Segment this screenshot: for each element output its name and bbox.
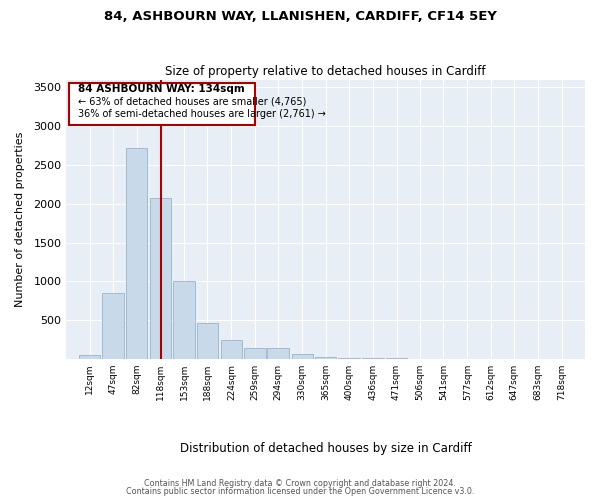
Bar xyxy=(315,357,337,359)
Bar xyxy=(150,198,172,359)
Bar xyxy=(221,340,242,359)
Title: Size of property relative to detached houses in Cardiff: Size of property relative to detached ho… xyxy=(166,66,486,78)
Text: 84 ASHBOURN WAY: 134sqm: 84 ASHBOURN WAY: 134sqm xyxy=(78,84,245,94)
Bar xyxy=(268,348,289,359)
Bar xyxy=(79,355,100,359)
Text: Contains public sector information licensed under the Open Government Licence v3: Contains public sector information licen… xyxy=(126,487,474,496)
Text: ← 63% of detached houses are smaller (4,765): ← 63% of detached houses are smaller (4,… xyxy=(78,96,307,106)
FancyBboxPatch shape xyxy=(68,83,255,124)
Bar xyxy=(103,293,124,359)
Bar xyxy=(126,148,147,359)
Bar xyxy=(244,348,266,359)
X-axis label: Distribution of detached houses by size in Cardiff: Distribution of detached houses by size … xyxy=(180,442,472,455)
Text: Contains HM Land Registry data © Crown copyright and database right 2024.: Contains HM Land Registry data © Crown c… xyxy=(144,478,456,488)
Bar xyxy=(197,324,218,359)
Bar xyxy=(362,358,384,359)
Text: 36% of semi-detached houses are larger (2,761) →: 36% of semi-detached houses are larger (… xyxy=(78,109,326,119)
Y-axis label: Number of detached properties: Number of detached properties xyxy=(15,132,25,307)
Bar xyxy=(386,358,407,359)
Bar xyxy=(338,358,360,359)
Bar xyxy=(292,354,313,359)
Text: 84, ASHBOURN WAY, LLANISHEN, CARDIFF, CF14 5EY: 84, ASHBOURN WAY, LLANISHEN, CARDIFF, CF… xyxy=(104,10,496,23)
Bar xyxy=(173,280,195,359)
